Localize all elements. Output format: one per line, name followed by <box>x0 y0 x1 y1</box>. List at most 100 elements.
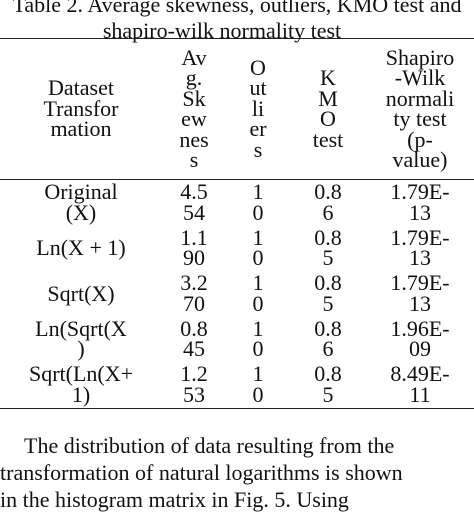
cell-text: 3.2 <box>180 270 208 296</box>
cell-text: (X) <box>65 199 97 225</box>
cell-dataset: Sqrt(Ln(X+ 1) <box>0 362 162 408</box>
cell-dataset: Sqrt(X) <box>0 271 162 317</box>
cell-text: 1.79E- <box>390 270 450 296</box>
header-text: Shapiro <box>385 44 455 70</box>
header-avg-skewness: Av g. Sk ew nes s <box>162 39 226 180</box>
table-caption: Table 2. Average skewness, outliers, KMO… <box>0 0 474 44</box>
paragraph-line-1: The distribution of data resulting from … <box>24 433 395 458</box>
body-paragraph: The distribution of data resulting from … <box>0 432 474 513</box>
results-table: Dataset Transfor mation Av g. Sk ew nes … <box>0 38 474 409</box>
cell-text: 54 <box>183 199 205 225</box>
cell-shapiro: 1.79E- 13 <box>366 180 474 226</box>
cell-text: 90 <box>183 245 205 271</box>
cell-text: 5 <box>322 245 334 271</box>
cell-text: Original <box>44 179 118 205</box>
cell-text: Sqrt(X) <box>47 280 115 306</box>
cell-text: 0.8 <box>314 179 342 205</box>
header-text: s <box>189 147 199 172</box>
cell-kmo: 0.8 5 <box>290 226 366 272</box>
cell-text: 5 <box>322 290 334 316</box>
header-text: ew <box>181 106 207 131</box>
cell-kmo: 0.8 5 <box>290 362 366 408</box>
cell-text: 1.1 <box>180 224 208 250</box>
cell-text: 0.8 <box>314 361 342 387</box>
header-text: -Wilk <box>394 65 446 90</box>
cell-text: 0.8 <box>314 315 342 341</box>
header-text: Transfor <box>43 95 119 121</box>
cell-text: 0 <box>252 381 264 407</box>
paragraph-line-2: transformation of natural logarithms is … <box>0 460 403 485</box>
cell-text: 09 <box>408 336 431 362</box>
cell-dataset: Ln(X + 1) <box>0 226 162 272</box>
header-text: li <box>251 95 265 121</box>
cell-text: 0.8 <box>314 270 342 296</box>
cell-text: 6 <box>322 336 334 362</box>
cell-text: 0.8 <box>180 315 208 341</box>
header-text: Dataset <box>48 75 114 101</box>
cell-text: Sqrt(Ln(X+ <box>28 361 134 387</box>
cell-text: 5 <box>322 381 334 407</box>
header-text: O <box>320 106 336 131</box>
header-text: M <box>318 85 338 111</box>
cell-shapiro: 8.49E- 11 <box>366 362 474 408</box>
cell-shapiro: 1.79E- 13 <box>366 271 474 317</box>
cell-text: 1.96E- <box>390 315 450 341</box>
header-text: (p- <box>407 126 433 152</box>
header-text: Av <box>181 44 207 70</box>
cell-text: 0 <box>252 290 264 316</box>
header-text: er <box>249 116 267 142</box>
header-text: K <box>320 65 336 90</box>
cell-skewness: 1.2 53 <box>162 362 226 408</box>
cell-text: Ln(X + 1) <box>36 235 126 260</box>
cell-shapiro: 1.79E- 13 <box>366 226 474 272</box>
cell-text: 1) <box>71 381 91 407</box>
cell-kmo: 0.8 6 <box>290 180 366 226</box>
cell-text: 1.2 <box>180 361 208 387</box>
cell-text: 0 <box>252 336 264 362</box>
cell-kmo: 0.8 6 <box>290 317 366 363</box>
header-row: Dataset Transfor mation Av g. Sk ew nes … <box>0 38 474 180</box>
cell-kmo: 0.8 5 <box>290 271 366 317</box>
header-dataset-transformation: Dataset Transfor mation <box>0 39 162 180</box>
cell-text: 8.49E- <box>390 361 450 387</box>
cell-skewness: 1.1 90 <box>162 226 226 272</box>
cell-text: 11 <box>409 381 431 407</box>
cell-skewness: 4.5 54 <box>162 180 226 226</box>
cell-text: 0 <box>252 199 264 225</box>
header-text: normali <box>385 85 455 111</box>
cell-dataset: Original (X) <box>0 180 162 226</box>
cell-text: 53 <box>183 381 205 407</box>
cell-text: 1 <box>252 315 264 341</box>
cell-text: 1 <box>252 270 264 296</box>
header-kmo-test: K M O test <box>290 39 366 180</box>
cell-text: 70 <box>183 290 205 316</box>
caption-line-1: Table 2. Average skewness, outliers, KMO… <box>12 0 462 17</box>
table-header: Dataset Transfor mation Av g. Sk ew nes … <box>0 38 474 180</box>
cell-text: 1 <box>252 224 264 250</box>
cell-shapiro: 1.96E- 09 <box>366 317 474 363</box>
cell-text: 45 <box>183 336 205 362</box>
cell-text: 13 <box>408 199 431 225</box>
cell-text: 1 <box>252 179 264 205</box>
cell-text: 6 <box>322 199 334 225</box>
paragraph-line-3: in the histogram matrix in Fig. 5. Using <box>0 487 349 512</box>
cell-dataset: Ln(Sqrt(X) <box>0 317 162 363</box>
cell-skewness: 0.8 45 <box>162 317 226 363</box>
cell-text: 13 <box>408 245 431 271</box>
cell-text: ) <box>77 336 85 362</box>
header-text: test <box>312 126 344 152</box>
header-text: O <box>250 54 266 80</box>
header-text: s <box>253 136 263 162</box>
cell-skewness: 3.2 70 <box>162 271 226 317</box>
header-text: mation <box>50 116 112 142</box>
